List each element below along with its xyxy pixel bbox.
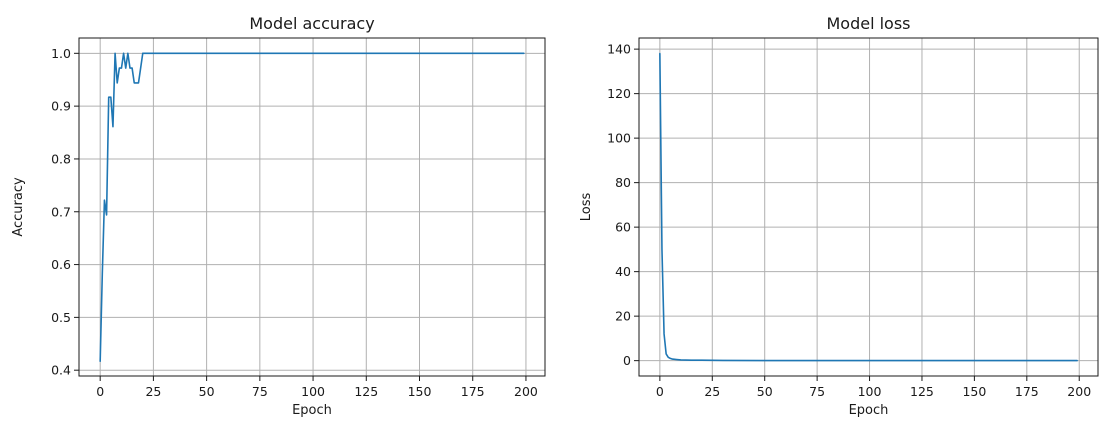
loss-y-axis-label: Loss <box>579 193 594 222</box>
accuracy-x-tick-label-1: 25 <box>145 384 161 399</box>
loss-y-tick-label-3: 60 <box>615 220 631 235</box>
loss-chart: 0 25 50 75 100 125 150 175 200 0 20 40 60 80 100 120 140… <box>579 14 1099 418</box>
loss-x-tick-label-5: 125 <box>910 384 934 399</box>
accuracy-y-tick-label-2: 0.6 <box>51 257 71 272</box>
loss-y-tick-label-7: 140 <box>607 42 631 57</box>
loss-x-axis-label: Epoch <box>849 403 889 418</box>
accuracy-y-tick-label-5: 0.9 <box>51 99 71 114</box>
accuracy-x-tick-label-3: 75 <box>252 384 268 399</box>
loss-x-tick-label-1: 25 <box>704 384 720 399</box>
accuracy-y-tick-label-1: 0.5 <box>51 310 71 325</box>
loss-x-tick-label-2: 50 <box>757 384 773 399</box>
accuracy-y-tick-label-0: 0.4 <box>51 363 71 378</box>
accuracy-y-tick-label-4: 0.8 <box>51 151 71 166</box>
accuracy-x-tick-label-5: 125 <box>354 384 378 399</box>
accuracy-y-axis-label: Accuracy <box>11 177 26 237</box>
loss-x-tick-label-7: 175 <box>1015 384 1039 399</box>
loss-y-tick-label-5: 100 <box>607 131 631 146</box>
loss-plot-frame <box>638 37 1099 377</box>
loss-chart-title: Model loss <box>826 14 910 33</box>
accuracy-series-line-0 <box>99 52 525 363</box>
accuracy-x-tick-label-7: 175 <box>461 384 485 399</box>
accuracy-chart-title: Model accuracy <box>249 14 374 33</box>
accuracy-y-tick-label-3: 0.7 <box>51 204 71 219</box>
accuracy-chart: 0 25 50 75 100 125 150 175 200 0.4 0.5 0.6 0.7 0.8 0.9… <box>11 14 546 418</box>
accuracy-x-tick-label-8: 200 <box>514 384 538 399</box>
loss-x-tick-label-3: 75 <box>809 384 825 399</box>
accuracy-x-tick-label-0: 0 <box>96 384 104 399</box>
accuracy-x-tick-label-2: 50 <box>199 384 215 399</box>
loss-series-line-0 <box>659 52 1078 362</box>
loss-x-tick-label-0: 0 <box>656 384 664 399</box>
loss-y-tick-label-1: 20 <box>615 309 631 324</box>
accuracy-plot-frame <box>78 37 546 377</box>
loss-y-tick-label-0: 0 <box>623 353 631 368</box>
loss-x-tick-label-6: 150 <box>962 384 986 399</box>
loss-x-tick-label-8: 200 <box>1067 384 1091 399</box>
loss-y-tick-label-2: 40 <box>615 264 631 279</box>
loss-x-tick-label-4: 100 <box>858 384 882 399</box>
loss-y-tick-label-6: 120 <box>607 86 631 101</box>
accuracy-x-tick-label-4: 100 <box>301 384 325 399</box>
loss-y-tick-label-4: 80 <box>615 175 631 190</box>
accuracy-x-tick-label-6: 150 <box>408 384 432 399</box>
accuracy-y-tick-label-6: 1.0 <box>51 46 71 61</box>
accuracy-x-axis-label: Epoch <box>292 403 332 418</box>
